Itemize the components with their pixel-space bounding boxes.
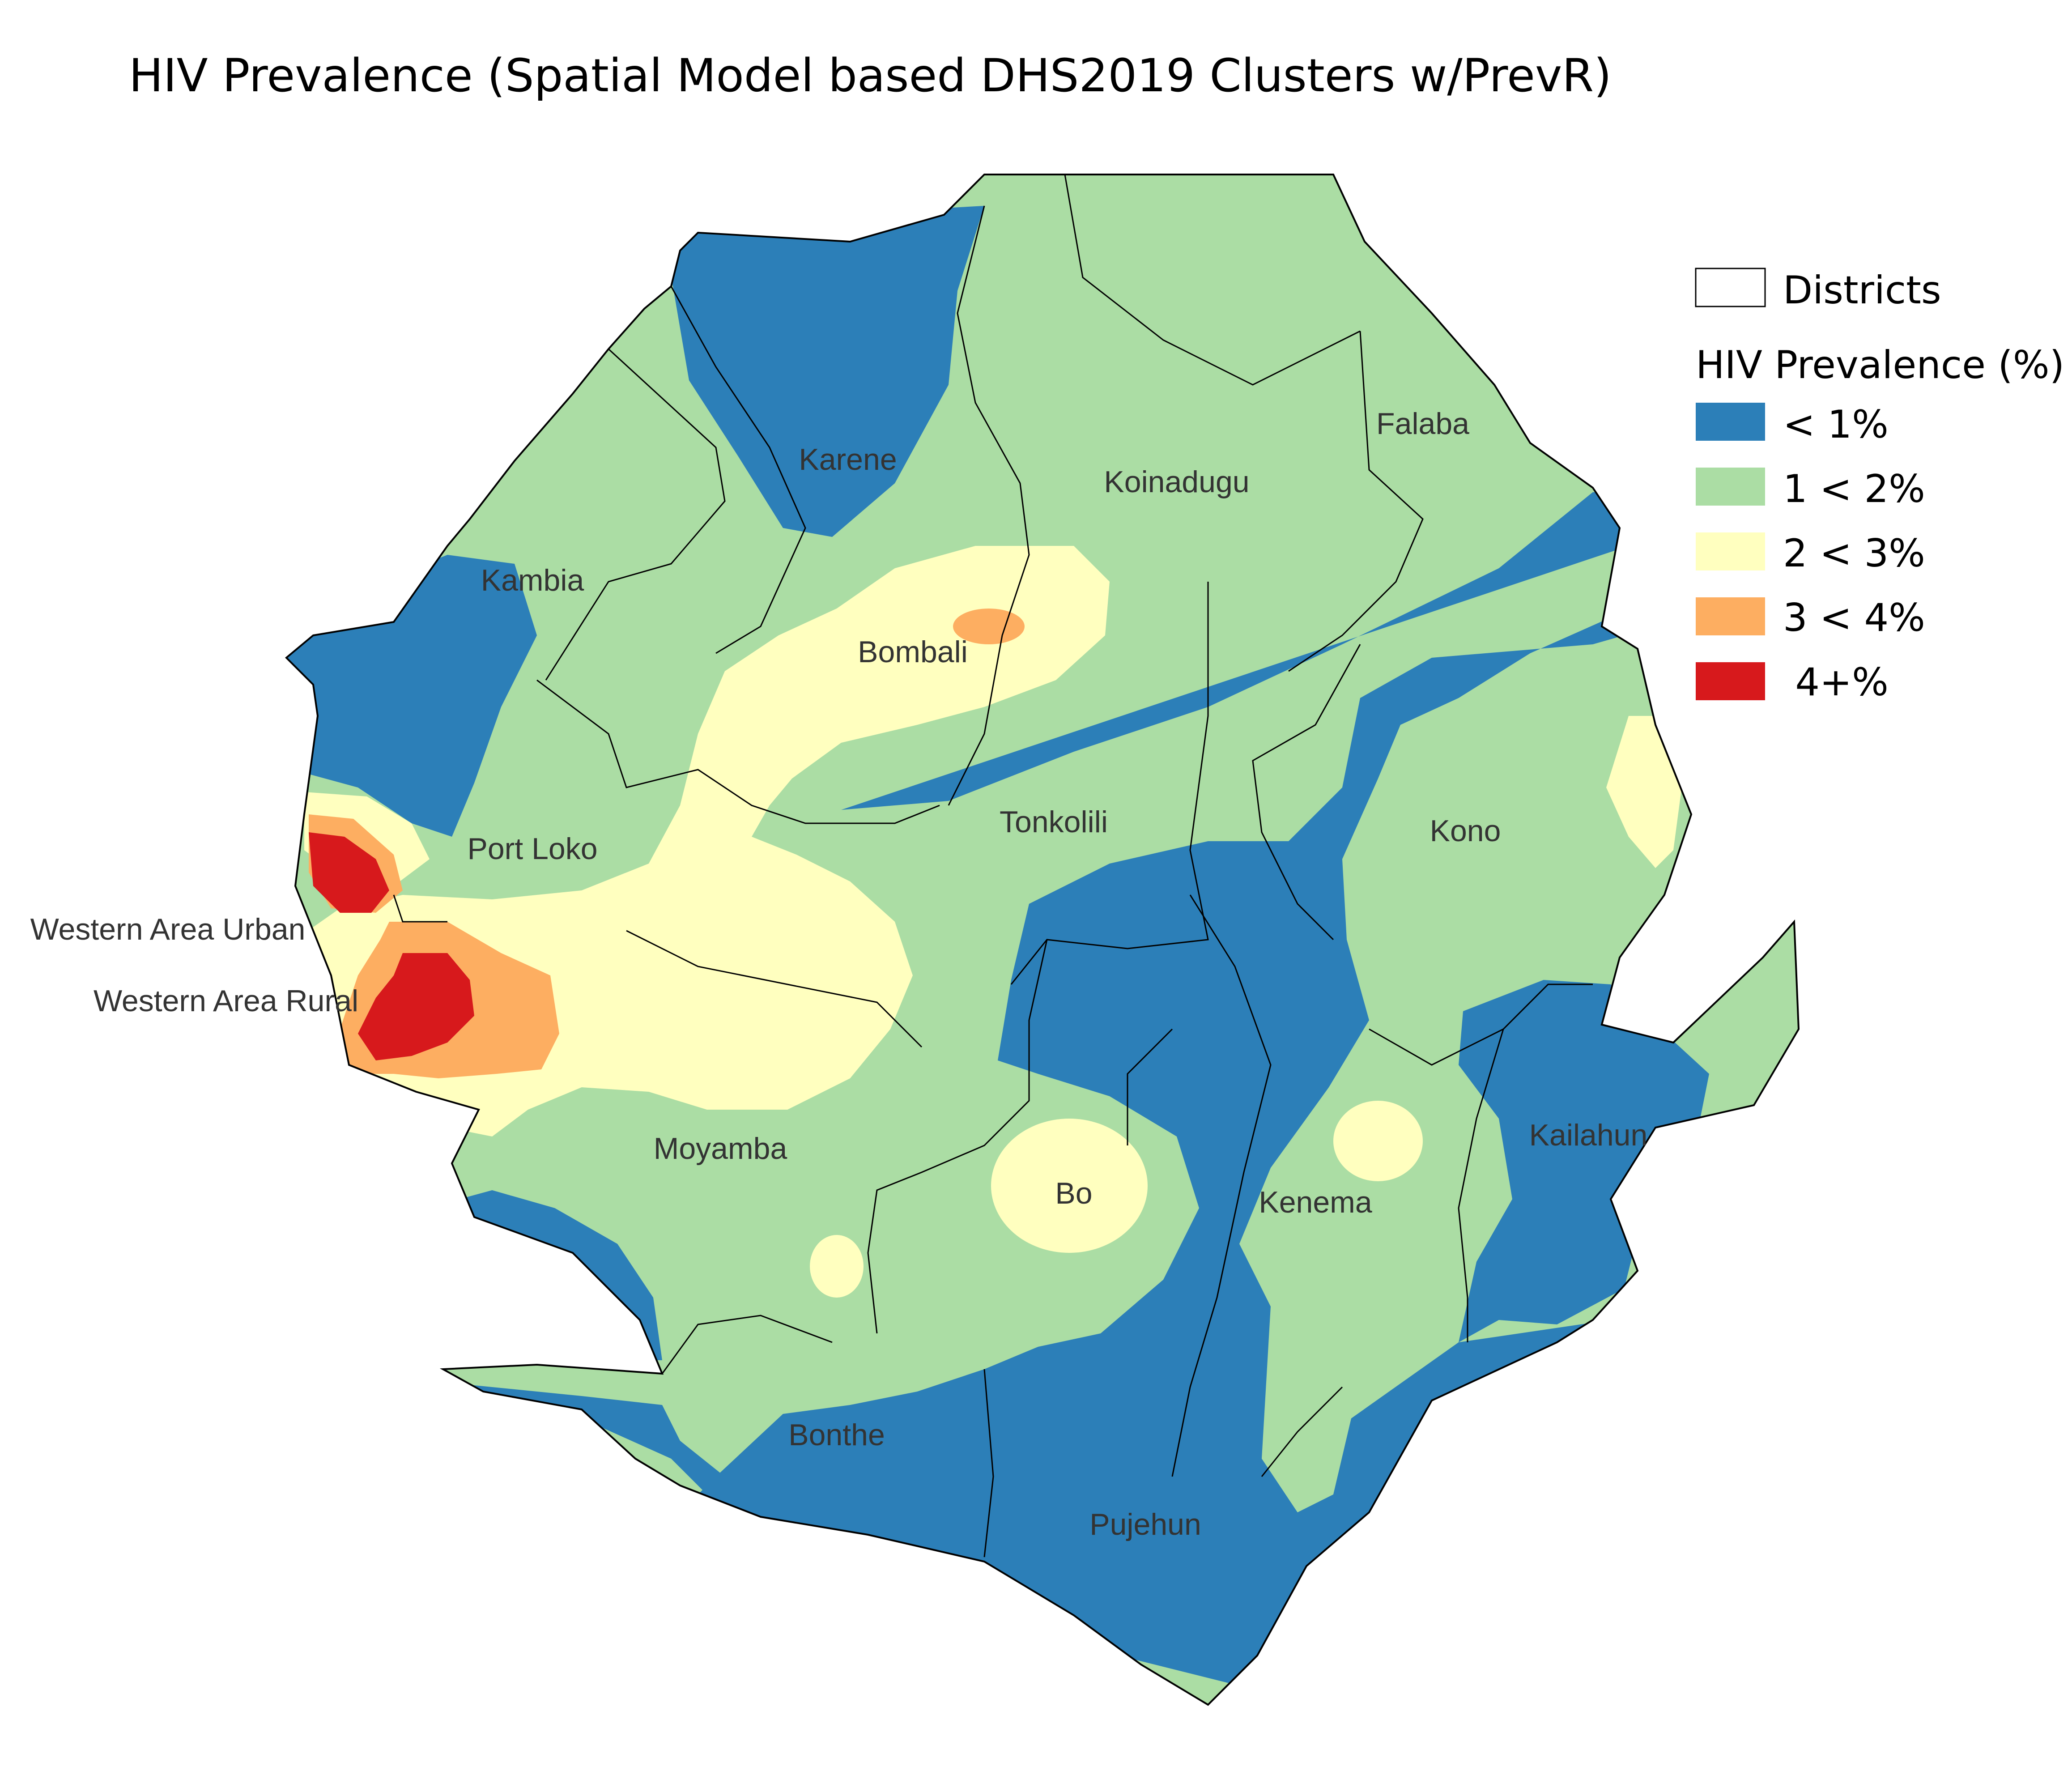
boundary-line: [1288, 331, 1424, 672]
legend: Districts HIV Prevalence (%) < 1% 1 < 2%…: [1695, 268, 2064, 705]
legend-class-label: 4+%: [1783, 660, 1889, 705]
zone-moyamba-2-3: [810, 1235, 864, 1298]
label-bonthe: Bonthe: [788, 1418, 885, 1452]
label-moyamba: Moyamba: [654, 1132, 787, 1166]
boundary-line: [1458, 1029, 1504, 1342]
label-tonkolili: Tonkolili: [1000, 805, 1108, 839]
boundary-line: [1064, 174, 1361, 386]
label-bombali: Bombali: [858, 635, 968, 669]
boundary-line: [545, 348, 726, 681]
label-western-area-urban: Western Area Urban: [30, 912, 306, 946]
zone-kono-edge-2-3: [1606, 716, 1682, 868]
zone-karene-low: [662, 206, 984, 537]
boundary-line: [1261, 1386, 1343, 1477]
label-kono: Kono: [1430, 814, 1501, 848]
label-port-loko: Port Loko: [467, 832, 597, 866]
label-kambia: Kambia: [481, 563, 584, 597]
boundary-line: [948, 205, 1030, 806]
boundary-line: [1252, 644, 1361, 941]
label-karene: Karene: [799, 443, 897, 477]
boundary-line: [536, 679, 940, 824]
legend-class-label: < 1%: [1783, 402, 1889, 447]
boundary-line: [1171, 894, 1272, 1477]
legend-class-label: 1 < 2%: [1783, 467, 1925, 511]
legend-swatch: [1696, 403, 1765, 441]
map-title: HIV Prevalence (Spatial Model based DHS2…: [129, 49, 1612, 102]
zone-portloko-4plus: [309, 832, 389, 913]
label-bo: Bo: [1055, 1176, 1092, 1210]
zone-kailahun-low: [1459, 980, 1709, 1342]
zone-east-low: [671, 492, 1655, 1700]
label-koinadugu: Koinadugu: [1104, 465, 1249, 499]
boundary-line: [393, 894, 447, 923]
label-kenema: Kenema: [1259, 1185, 1372, 1219]
zone-bo-2-3: [991, 1119, 1148, 1253]
boundary-line: [626, 930, 923, 1048]
legend-swatch: [1696, 662, 1765, 700]
legend-swatch: [1696, 468, 1765, 506]
legend-swatch: [1696, 597, 1765, 635]
zone-bombali-3-4: [953, 609, 1025, 644]
boundary-line: [670, 286, 806, 654]
label-western-area-rural: Western Area Rural: [94, 984, 358, 1018]
district-boundaries: [393, 174, 1593, 1558]
label-falaba: Falaba: [1376, 407, 1469, 441]
legend-districts-label: Districts: [1783, 268, 1941, 313]
legend-swatch: [1696, 532, 1765, 570]
label-kailahun: Kailahun: [1529, 1118, 1648, 1152]
zone-western-rural-4plus: [358, 953, 474, 1060]
boundary-line: [867, 939, 1048, 1334]
country-outline: [285, 174, 1800, 1706]
legend-class-label: 2 < 3%: [1783, 531, 1925, 576]
boundary-line: [1127, 1028, 1173, 1145]
legend-districts-swatch: [1695, 268, 1766, 307]
legend-title: HIV Prevalence (%): [1696, 343, 2064, 387]
label-pujehun: Pujehun: [1089, 1507, 1201, 1541]
zone-kenema-2-3: [1333, 1101, 1423, 1181]
boundary-line: [661, 1315, 833, 1374]
legend-class-label: 3 < 4%: [1783, 596, 1925, 640]
boundary-line: [983, 1369, 994, 1558]
district-labels: Karene Koinadugu Falaba Kambia Bombali P…: [30, 407, 1648, 1541]
